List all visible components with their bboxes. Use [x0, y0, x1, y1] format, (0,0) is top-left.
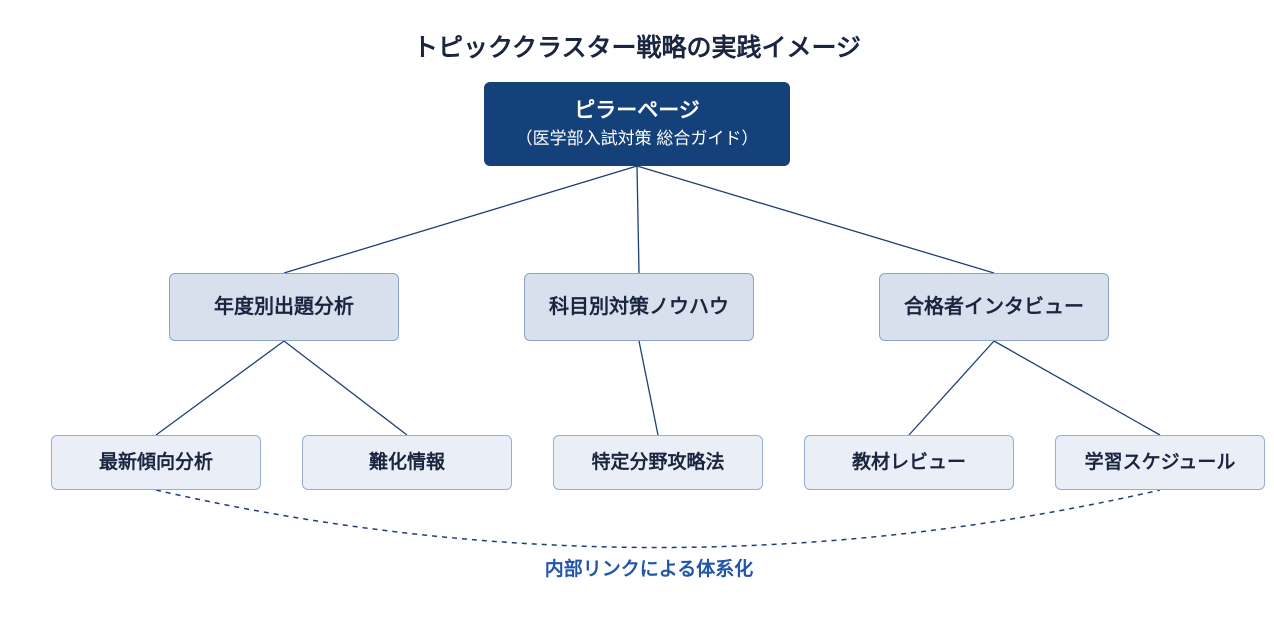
node-c3: 合格者インタビュー	[879, 273, 1109, 341]
node-c2: 科目別対策ノウハウ	[524, 273, 754, 341]
edge-pillar-c2	[637, 166, 639, 273]
caption-internal-links: 内部リンクによる体系化	[519, 554, 779, 581]
node-label: 年度別出題分析	[214, 294, 354, 321]
internal-link-arc	[156, 490, 1160, 548]
node-label: 合格者インタビュー	[904, 294, 1084, 321]
node-l4: 教材レビュー	[804, 435, 1014, 490]
edge-c3-l5	[994, 341, 1160, 435]
node-c1: 年度別出題分析	[169, 273, 399, 341]
node-l1: 最新傾向分析	[51, 435, 261, 490]
pillar-line2: （医学部入試対策 総合ガイド）	[516, 128, 759, 151]
diagram-title: トピッククラスター戦略の実践イメージ	[0, 28, 1274, 64]
edge-pillar-c3	[637, 166, 994, 273]
node-l5: 学習スケジュール	[1055, 435, 1265, 490]
node-label: 学習スケジュール	[1085, 450, 1236, 476]
pillar-line1: ピラーページ	[574, 97, 700, 125]
edge-c2-l3	[639, 341, 658, 435]
node-pillar: ピラーページ （医学部入試対策 総合ガイド）	[484, 82, 790, 166]
edge-c1-l1	[156, 341, 284, 435]
node-label: 教材レビュー	[852, 450, 966, 476]
node-label: 特定分野攻略法	[591, 450, 724, 476]
node-label: 科目別対策ノウハウ	[549, 294, 729, 321]
edge-c3-l4	[909, 341, 994, 435]
node-l3: 特定分野攻略法	[553, 435, 763, 490]
edge-pillar-c1	[284, 166, 637, 273]
node-label: 最新傾向分析	[99, 450, 213, 476]
edge-c1-l2	[284, 341, 407, 435]
node-label: 難化情報	[369, 450, 445, 476]
node-l2: 難化情報	[302, 435, 512, 490]
